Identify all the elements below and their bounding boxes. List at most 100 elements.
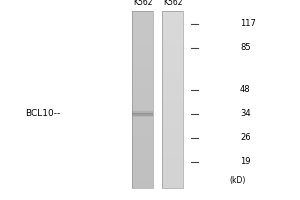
- Bar: [132, 167, 153, 169]
- Bar: [162, 116, 183, 117]
- Bar: [162, 17, 183, 18]
- Bar: [162, 98, 183, 100]
- Text: K562: K562: [133, 0, 152, 7]
- Bar: [132, 11, 153, 188]
- Bar: [132, 61, 153, 63]
- Bar: [162, 144, 183, 145]
- Bar: [132, 76, 153, 77]
- Bar: [162, 14, 183, 15]
- Bar: [162, 172, 183, 173]
- Bar: [132, 14, 153, 15]
- Bar: [132, 136, 153, 138]
- Bar: [162, 82, 183, 83]
- Bar: [132, 92, 153, 94]
- Bar: [162, 15, 183, 17]
- Bar: [132, 172, 153, 173]
- Bar: [132, 104, 153, 105]
- Bar: [132, 114, 153, 116]
- Bar: [132, 97, 153, 98]
- Bar: [162, 33, 183, 35]
- Text: 85: 85: [240, 44, 250, 52]
- Bar: [162, 35, 183, 36]
- Bar: [132, 158, 153, 160]
- Bar: [132, 107, 153, 108]
- Bar: [162, 20, 183, 21]
- Bar: [162, 40, 183, 42]
- Bar: [132, 91, 153, 92]
- Bar: [162, 29, 183, 30]
- Bar: [132, 15, 153, 17]
- Bar: [162, 24, 183, 26]
- Bar: [132, 11, 153, 12]
- Bar: [162, 150, 183, 151]
- Bar: [132, 82, 153, 83]
- Bar: [162, 39, 183, 40]
- Bar: [132, 58, 153, 60]
- Bar: [132, 128, 153, 129]
- Bar: [162, 94, 183, 95]
- Bar: [162, 185, 183, 187]
- Bar: [132, 67, 153, 69]
- Bar: [162, 132, 183, 133]
- Bar: [132, 148, 153, 150]
- Bar: [162, 18, 183, 20]
- Bar: [162, 154, 183, 156]
- Bar: [132, 179, 153, 181]
- Bar: [162, 58, 183, 60]
- Bar: [132, 116, 153, 117]
- Bar: [162, 151, 183, 153]
- Bar: [162, 67, 183, 69]
- Bar: [132, 108, 153, 110]
- Text: 19: 19: [240, 158, 250, 166]
- Bar: [162, 74, 183, 76]
- Bar: [132, 166, 153, 167]
- Bar: [162, 101, 183, 102]
- Bar: [162, 104, 183, 105]
- Bar: [162, 119, 183, 120]
- Bar: [162, 86, 183, 88]
- Bar: [162, 139, 183, 141]
- Bar: [132, 184, 153, 185]
- Bar: [132, 71, 153, 73]
- Bar: [162, 48, 183, 49]
- Bar: [132, 64, 153, 66]
- Bar: [132, 161, 153, 163]
- Bar: [132, 89, 153, 91]
- Bar: [162, 92, 183, 94]
- Bar: [162, 36, 183, 38]
- Bar: [132, 12, 153, 14]
- Bar: [162, 66, 183, 67]
- Bar: [132, 30, 153, 32]
- Bar: [132, 23, 153, 24]
- Bar: [132, 29, 153, 30]
- Bar: [162, 136, 183, 138]
- Bar: [132, 153, 153, 154]
- Bar: [162, 128, 183, 129]
- Bar: [132, 79, 153, 80]
- Bar: [132, 32, 153, 33]
- Bar: [162, 114, 183, 116]
- Bar: [162, 80, 183, 82]
- Bar: [132, 135, 153, 136]
- Bar: [162, 167, 183, 169]
- Bar: [162, 51, 183, 52]
- Bar: [132, 187, 153, 188]
- Bar: [162, 26, 183, 27]
- Bar: [162, 179, 183, 181]
- Bar: [132, 111, 153, 113]
- Bar: [132, 119, 153, 120]
- Bar: [162, 45, 183, 46]
- Bar: [162, 123, 183, 125]
- Bar: [132, 20, 153, 21]
- Bar: [162, 107, 183, 108]
- Bar: [132, 138, 153, 139]
- Bar: [132, 48, 153, 49]
- Bar: [162, 176, 183, 178]
- Bar: [132, 63, 153, 64]
- Bar: [132, 101, 153, 102]
- Bar: [132, 175, 153, 176]
- Bar: [162, 166, 183, 167]
- Bar: [132, 35, 153, 36]
- Bar: [162, 95, 183, 97]
- Bar: [132, 73, 153, 74]
